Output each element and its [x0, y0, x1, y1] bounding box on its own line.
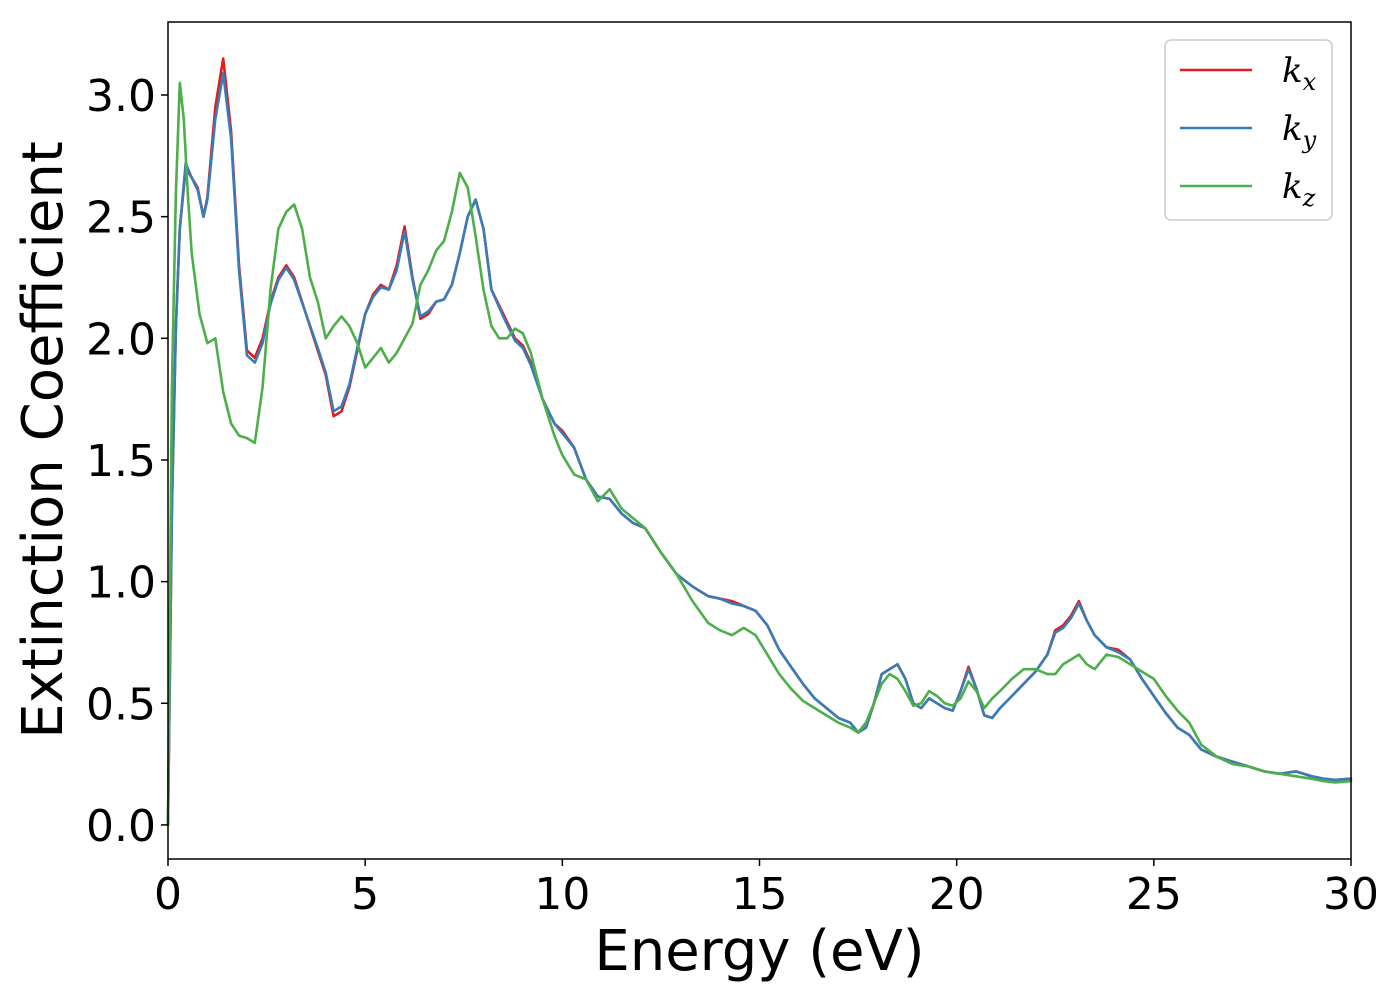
y-tick-label: 1.5: [86, 436, 156, 487]
x-tick-label: 25: [1126, 869, 1182, 920]
series-line-ky: [166, 71, 1353, 827]
series-line-kz: [166, 81, 1353, 827]
legend-frame: [1164, 39, 1333, 221]
y-tick-label: 1.0: [86, 558, 156, 609]
x-tick-label: 10: [534, 869, 590, 920]
x-axis: 0 5 10 15 20 25 30: [154, 859, 1379, 920]
y-tick-label: 2.5: [86, 193, 156, 244]
x-tick-label: 30: [1323, 869, 1379, 920]
y-tick-label: 3.0: [86, 71, 156, 122]
y-axis-label: Extinction Coefficient: [11, 141, 76, 739]
x-tick-label: 0: [154, 869, 182, 920]
y-tick-label: 2.0: [86, 314, 156, 365]
x-axis-label: Energy (eV): [594, 919, 924, 984]
x-tick-label: 5: [351, 869, 379, 920]
y-axis: 0.0 0.5 1.0 1.5 2.0 2.5 3.0: [86, 71, 168, 852]
x-tick-label: 20: [929, 869, 985, 920]
series-layer: [166, 57, 1353, 827]
y-tick-label: 0.5: [86, 679, 156, 730]
y-tick-label: 0.0: [86, 801, 156, 852]
x-tick-label: 15: [732, 869, 788, 920]
plot-area: [168, 22, 1351, 859]
